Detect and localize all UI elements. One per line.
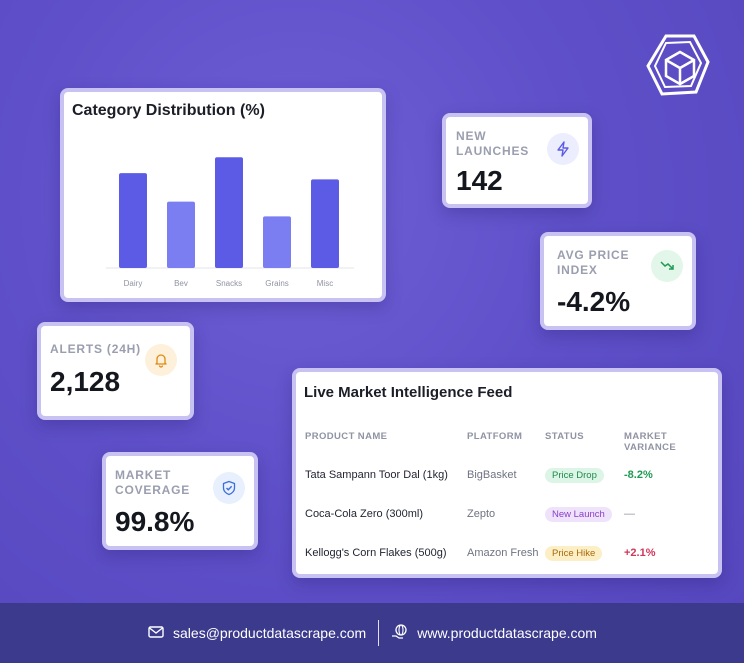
- bell-icon: [145, 344, 177, 376]
- footer-divider: [378, 620, 380, 646]
- status-badge: Price Hike: [545, 546, 603, 561]
- coverage-value: 99.8%: [115, 506, 195, 537]
- product-name: Kellogg's Corn Flakes (500g): [305, 547, 447, 559]
- bar-dairy: [119, 173, 147, 268]
- bar-grains: [263, 216, 291, 268]
- globe-hand-icon: [391, 623, 409, 644]
- x-tick-label: Bev: [174, 279, 188, 288]
- alerts-card: ALERTS (24H) 2,128: [37, 322, 194, 420]
- variance-value: —: [624, 508, 635, 520]
- column-header-variance: MARKET VARIANCE: [624, 431, 677, 453]
- feed-title: Live Market Intelligence Feed: [304, 384, 513, 401]
- new-launches-label-line1: NEW: [456, 129, 487, 143]
- column-header-status: STATUS: [545, 431, 584, 442]
- footer-email-text[interactable]: sales@productdatascrape.com: [173, 625, 367, 641]
- alerts-value: 2,128: [50, 366, 121, 397]
- bar-chart: Dairy Bev Snacks Grains Misc: [106, 157, 354, 288]
- x-tick-label: Dairy: [124, 279, 143, 288]
- avg-price-value: -4.2%: [557, 286, 631, 317]
- column-header-product: PRODUCT NAME: [305, 431, 388, 442]
- footer-website-text[interactable]: www.productdatascrape.com: [417, 625, 597, 641]
- column-header-platform: PLATFORM: [467, 431, 523, 442]
- new-launches-card: NEW LAUNCHES 142: [442, 113, 592, 208]
- x-tick-label: Snacks: [216, 279, 242, 288]
- bar-snacks: [215, 157, 243, 268]
- market-feed-card: Live Market Intelligence Feed PRODUCT NA…: [292, 368, 722, 578]
- bar-bev: [167, 201, 195, 268]
- platform-name: BigBasket: [467, 469, 517, 481]
- footer-website[interactable]: www.productdatascrape.com: [391, 623, 597, 644]
- footer-email[interactable]: sales@productdatascrape.com: [147, 623, 366, 644]
- x-tick-label: Grains: [265, 279, 289, 288]
- cube-logo-icon: [644, 32, 712, 100]
- chart-title: Category Distribution (%): [72, 102, 265, 119]
- product-name: Coca-Cola Zero (300ml): [305, 508, 423, 520]
- footer-bar: sales@productdatascrape.com www.productd…: [0, 603, 744, 663]
- status-badge: Price Drop: [545, 468, 604, 483]
- avg-price-index-card: AVG PRICE INDEX -4.2%: [540, 232, 696, 330]
- platform-name: Amazon Fresh: [467, 547, 539, 559]
- coverage-label-line2: COVERAGE: [115, 483, 191, 497]
- coverage-label-line1: MARKET: [115, 468, 172, 482]
- bar-misc: [311, 179, 339, 268]
- product-name: Tata Sampann Toor Dal (1kg): [305, 469, 448, 481]
- avg-price-label-line1: AVG PRICE: [557, 248, 630, 262]
- variance-value: -8.2%: [624, 469, 653, 481]
- x-tick-label: Misc: [317, 279, 333, 288]
- avg-price-label-line2: INDEX: [557, 263, 598, 277]
- market-coverage-card: MARKET COVERAGE 99.8%: [102, 452, 258, 550]
- alerts-label: ALERTS (24H): [50, 342, 141, 356]
- mail-icon: [147, 623, 165, 644]
- trending-down-icon: [651, 250, 683, 282]
- variance-value: +2.1%: [624, 547, 656, 559]
- status-badge: New Launch: [545, 507, 612, 522]
- shield-check-icon: [213, 472, 245, 504]
- category-distribution-card: Category Distribution (%) Dairy Bev Snacks…: [60, 88, 386, 302]
- new-launches-label-line2: LAUNCHES: [456, 144, 530, 158]
- lightning-icon: [547, 133, 579, 165]
- platform-name: Zepto: [467, 508, 496, 520]
- new-launches-value: 142: [456, 165, 503, 196]
